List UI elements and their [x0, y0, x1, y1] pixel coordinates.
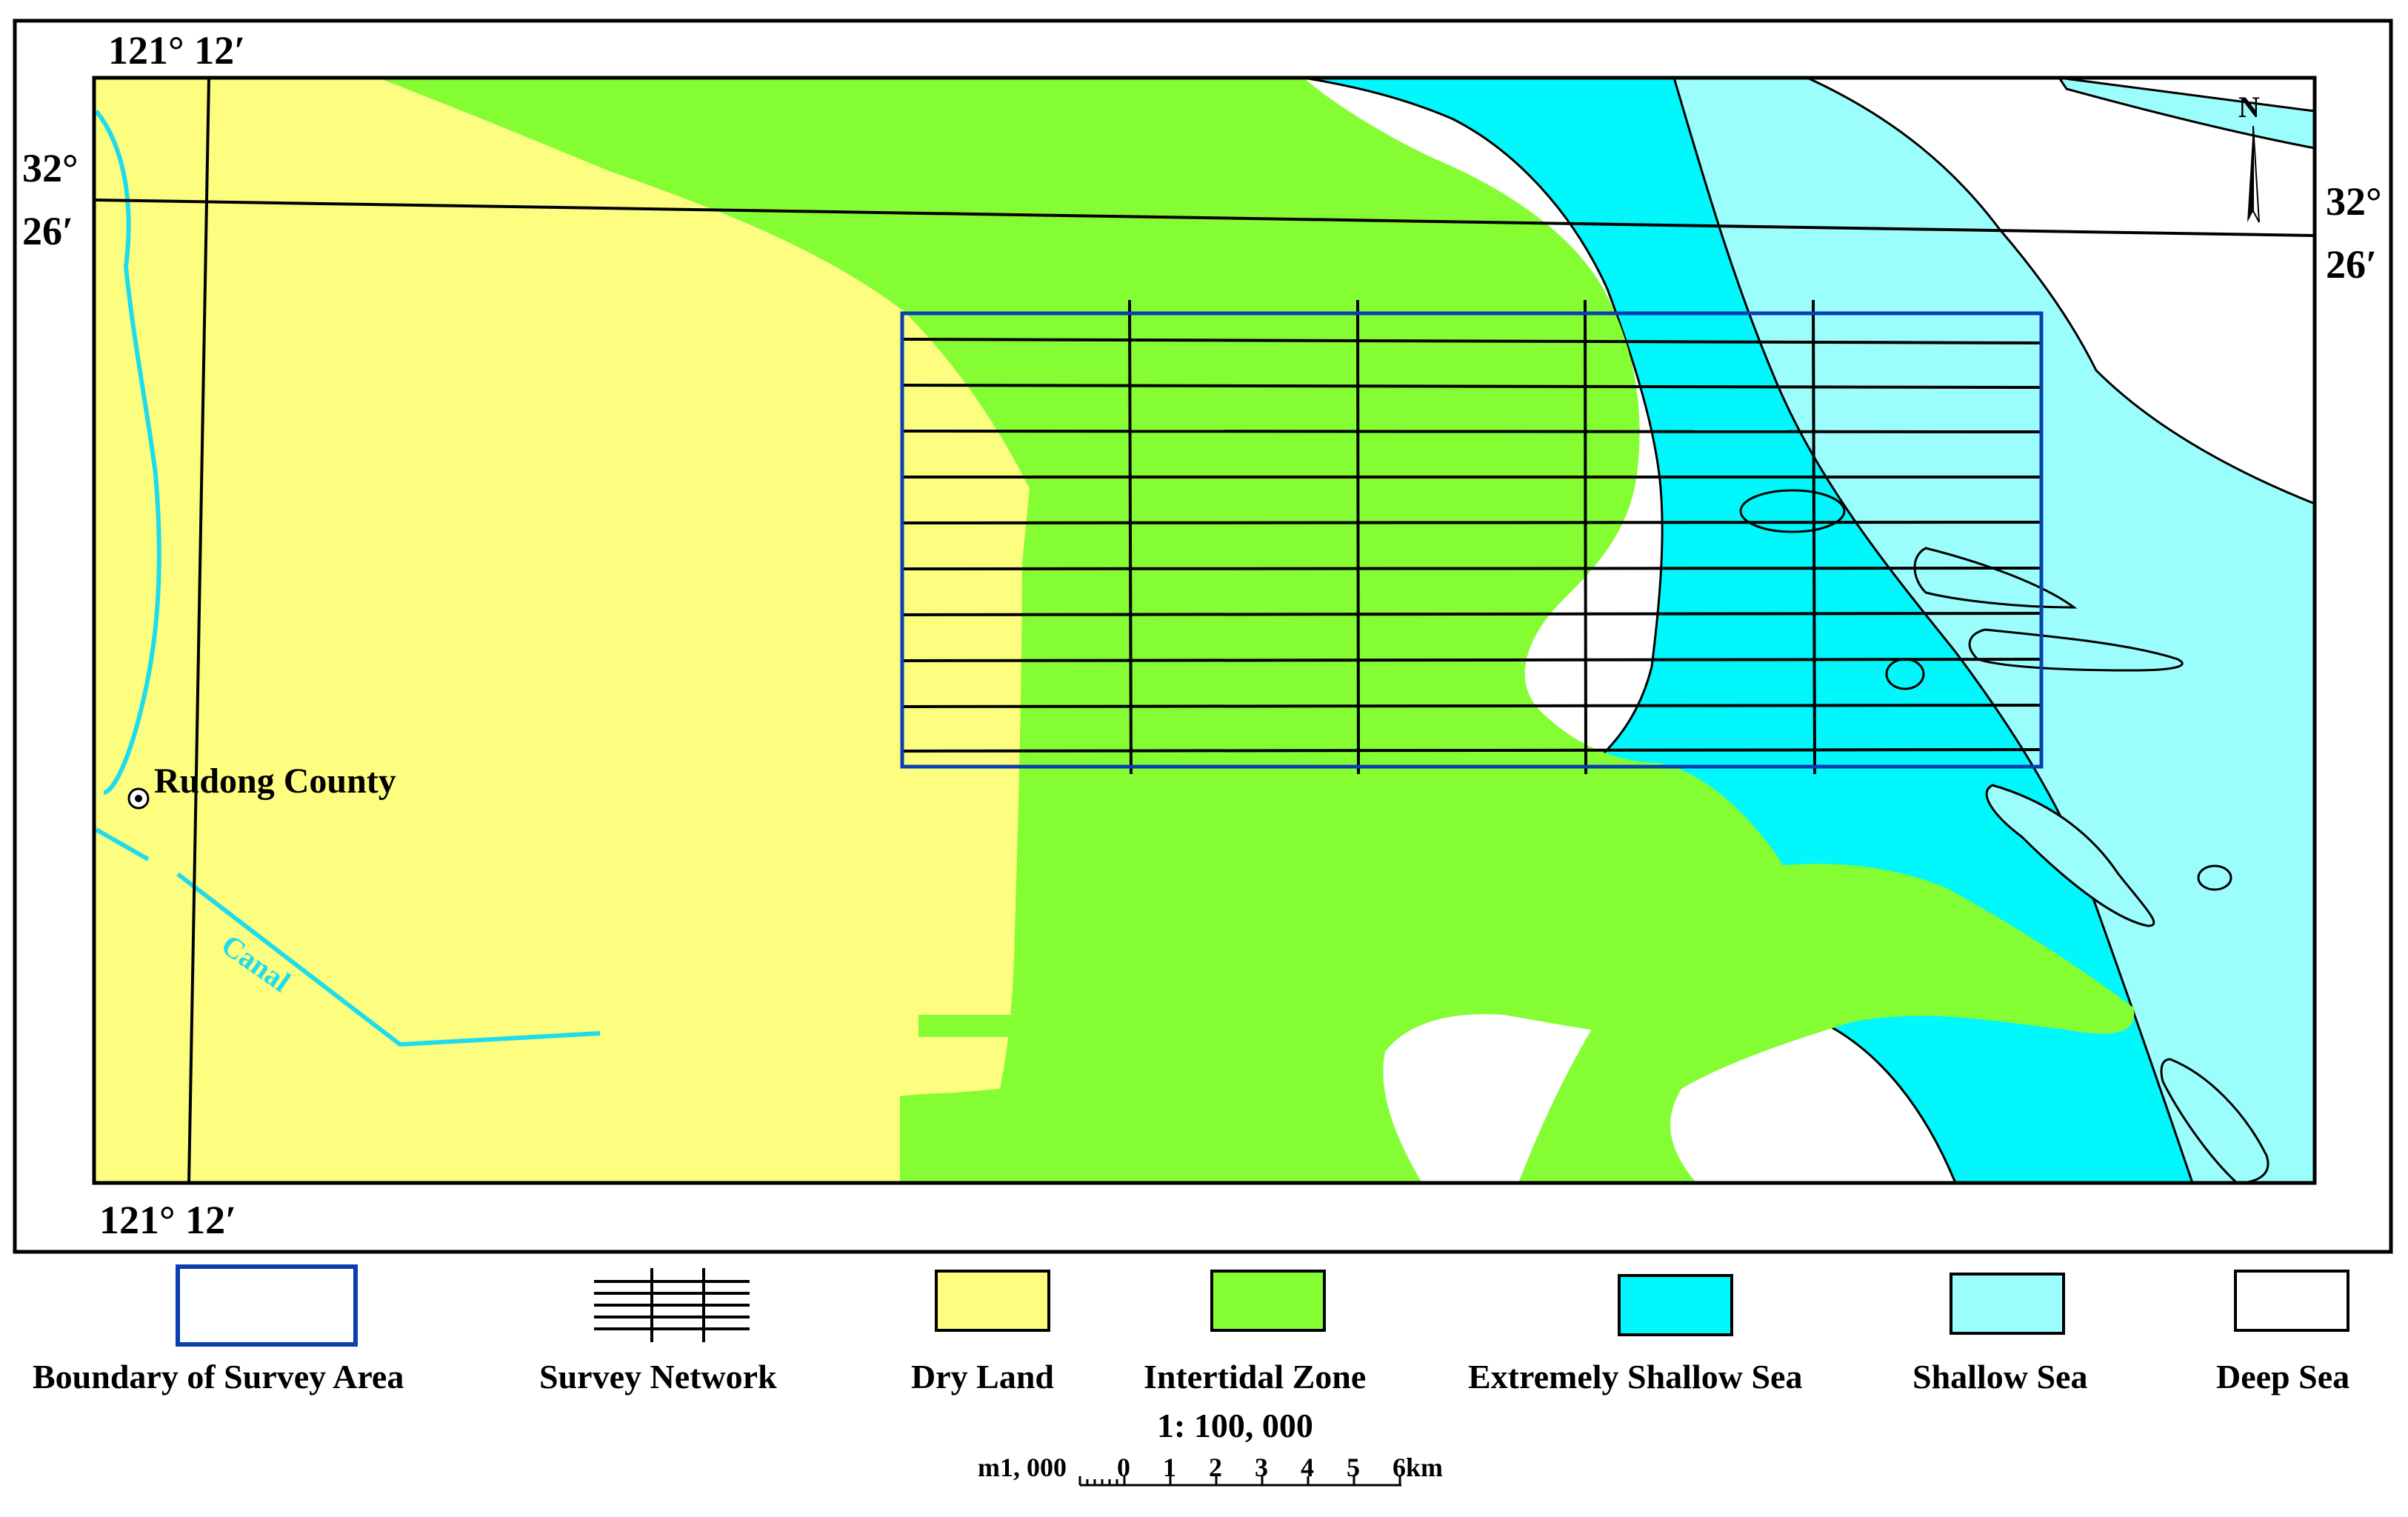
- legend-label-boundary: Boundary of Survey Area: [33, 1358, 404, 1396]
- survey-area-boundary: [900, 311, 2044, 769]
- scale-bar: 1: 100, 000 m1, 000 0 1 2 3 4 5 6km: [978, 1407, 1443, 1487]
- scale-tick-3: 3: [1255, 1453, 1268, 1482]
- deep-sea-swatch: [2234, 1270, 2349, 1332]
- scale-tick-1: 1: [1163, 1453, 1176, 1482]
- dry-land-area: [94, 78, 1030, 1183]
- town-label: Rudong County: [154, 761, 396, 801]
- survey-network: [901, 299, 2044, 775]
- legend-label-dry-land: Dry Land: [911, 1358, 1054, 1396]
- shallow-sea-top-strip: [2058, 78, 2315, 150]
- legend-label-intertidal: Intertidal Zone: [1144, 1358, 1366, 1396]
- town-marker: [127, 787, 150, 810]
- shallow-sea-island-1: [1913, 547, 2078, 609]
- bottom-longitude-label: 121° 12′: [99, 1198, 236, 1242]
- latitude-line: [94, 199, 2315, 237]
- longitude-line: [187, 78, 210, 1183]
- intertidal-tongue-lower: [1518, 864, 2135, 1183]
- right-latitude-degree: 32°: [2326, 179, 2382, 224]
- extremely-shallow-sea-swatch: [1618, 1274, 1733, 1336]
- legend-label-shallow: Shallow Sea: [1912, 1358, 2087, 1396]
- left-latitude-minute: 26′: [22, 209, 73, 253]
- contour-loop-3: [2197, 864, 2232, 891]
- legend: Boundary of Survey Area Survey Network D…: [33, 1264, 2349, 1396]
- map-area: Rudong County Canal N: [94, 78, 2315, 1183]
- scale-tick-4: 4: [1301, 1453, 1314, 1482]
- scale-bar-line: [1078, 1476, 1401, 1487]
- dry-land-swatch: [935, 1270, 1050, 1332]
- scale-tick-0: 0: [1117, 1453, 1130, 1482]
- right-latitude-minute: 26′: [2326, 242, 2377, 287]
- legend-label-network: Survey Network: [539, 1358, 777, 1396]
- scale-ratio: 1: 100, 000: [1157, 1407, 1313, 1444]
- canal-line: [95, 827, 601, 1047]
- contour-loop-1: [1739, 489, 1846, 533]
- left-latitude-degree: 32°: [22, 146, 79, 190]
- scale-tick-5: 5: [1347, 1453, 1360, 1482]
- scale-unit-left: m1, 000: [978, 1453, 1067, 1482]
- intertidal-swatch: [1210, 1270, 1326, 1332]
- shallow-sea-island-3: [1985, 784, 2155, 927]
- intertidal-zone-area: [378, 78, 1804, 1183]
- shallow-sea-swatch: [1950, 1273, 2065, 1335]
- north-label: N: [2238, 90, 2260, 124]
- river-line: [94, 110, 161, 795]
- survey-boundary-swatch: [176, 1264, 358, 1347]
- intertidal-fringe-bottom: [900, 1015, 1067, 1183]
- legend-label-deep: Deep Sea: [2216, 1358, 2349, 1396]
- legend-label-extremely-shallow: Extremely Shallow Sea: [1468, 1358, 1802, 1396]
- north-arrow-icon: [2247, 125, 2260, 223]
- scale-tick-2: 2: [1209, 1453, 1222, 1482]
- top-longitude-label: 121° 12′: [108, 28, 245, 73]
- map-frame: [92, 76, 2317, 1185]
- survey-network-swatch: [594, 1268, 750, 1342]
